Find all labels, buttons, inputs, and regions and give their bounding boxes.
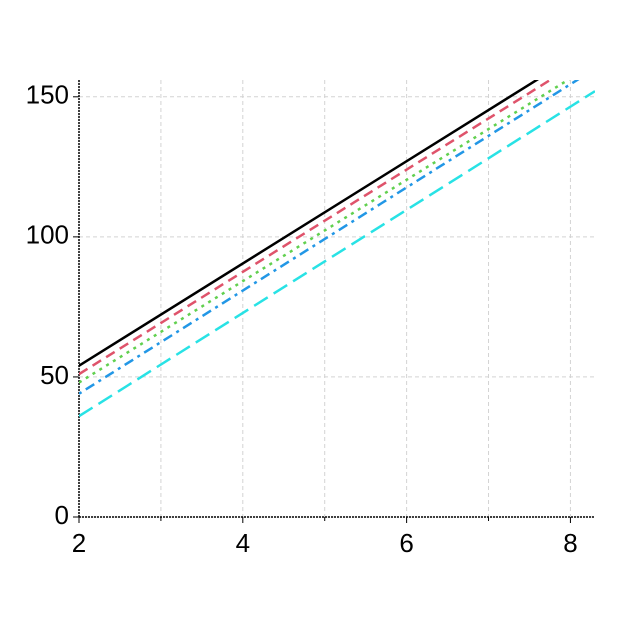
x-tick-label: 4 <box>236 528 250 558</box>
line <box>79 80 571 384</box>
y-tick-label: 150 <box>26 80 69 110</box>
x-tick-label: 2 <box>72 528 86 558</box>
plot-area <box>79 80 595 418</box>
y-tick-label: 0 <box>55 500 69 530</box>
line <box>79 80 540 367</box>
x-tick-label: 6 <box>399 528 413 558</box>
x-tick-label: 8 <box>563 528 577 558</box>
y-tick-label: 100 <box>26 220 69 250</box>
y-tick-label: 50 <box>40 360 69 390</box>
line <box>79 80 553 376</box>
line <box>79 80 580 395</box>
line <box>79 90 595 418</box>
